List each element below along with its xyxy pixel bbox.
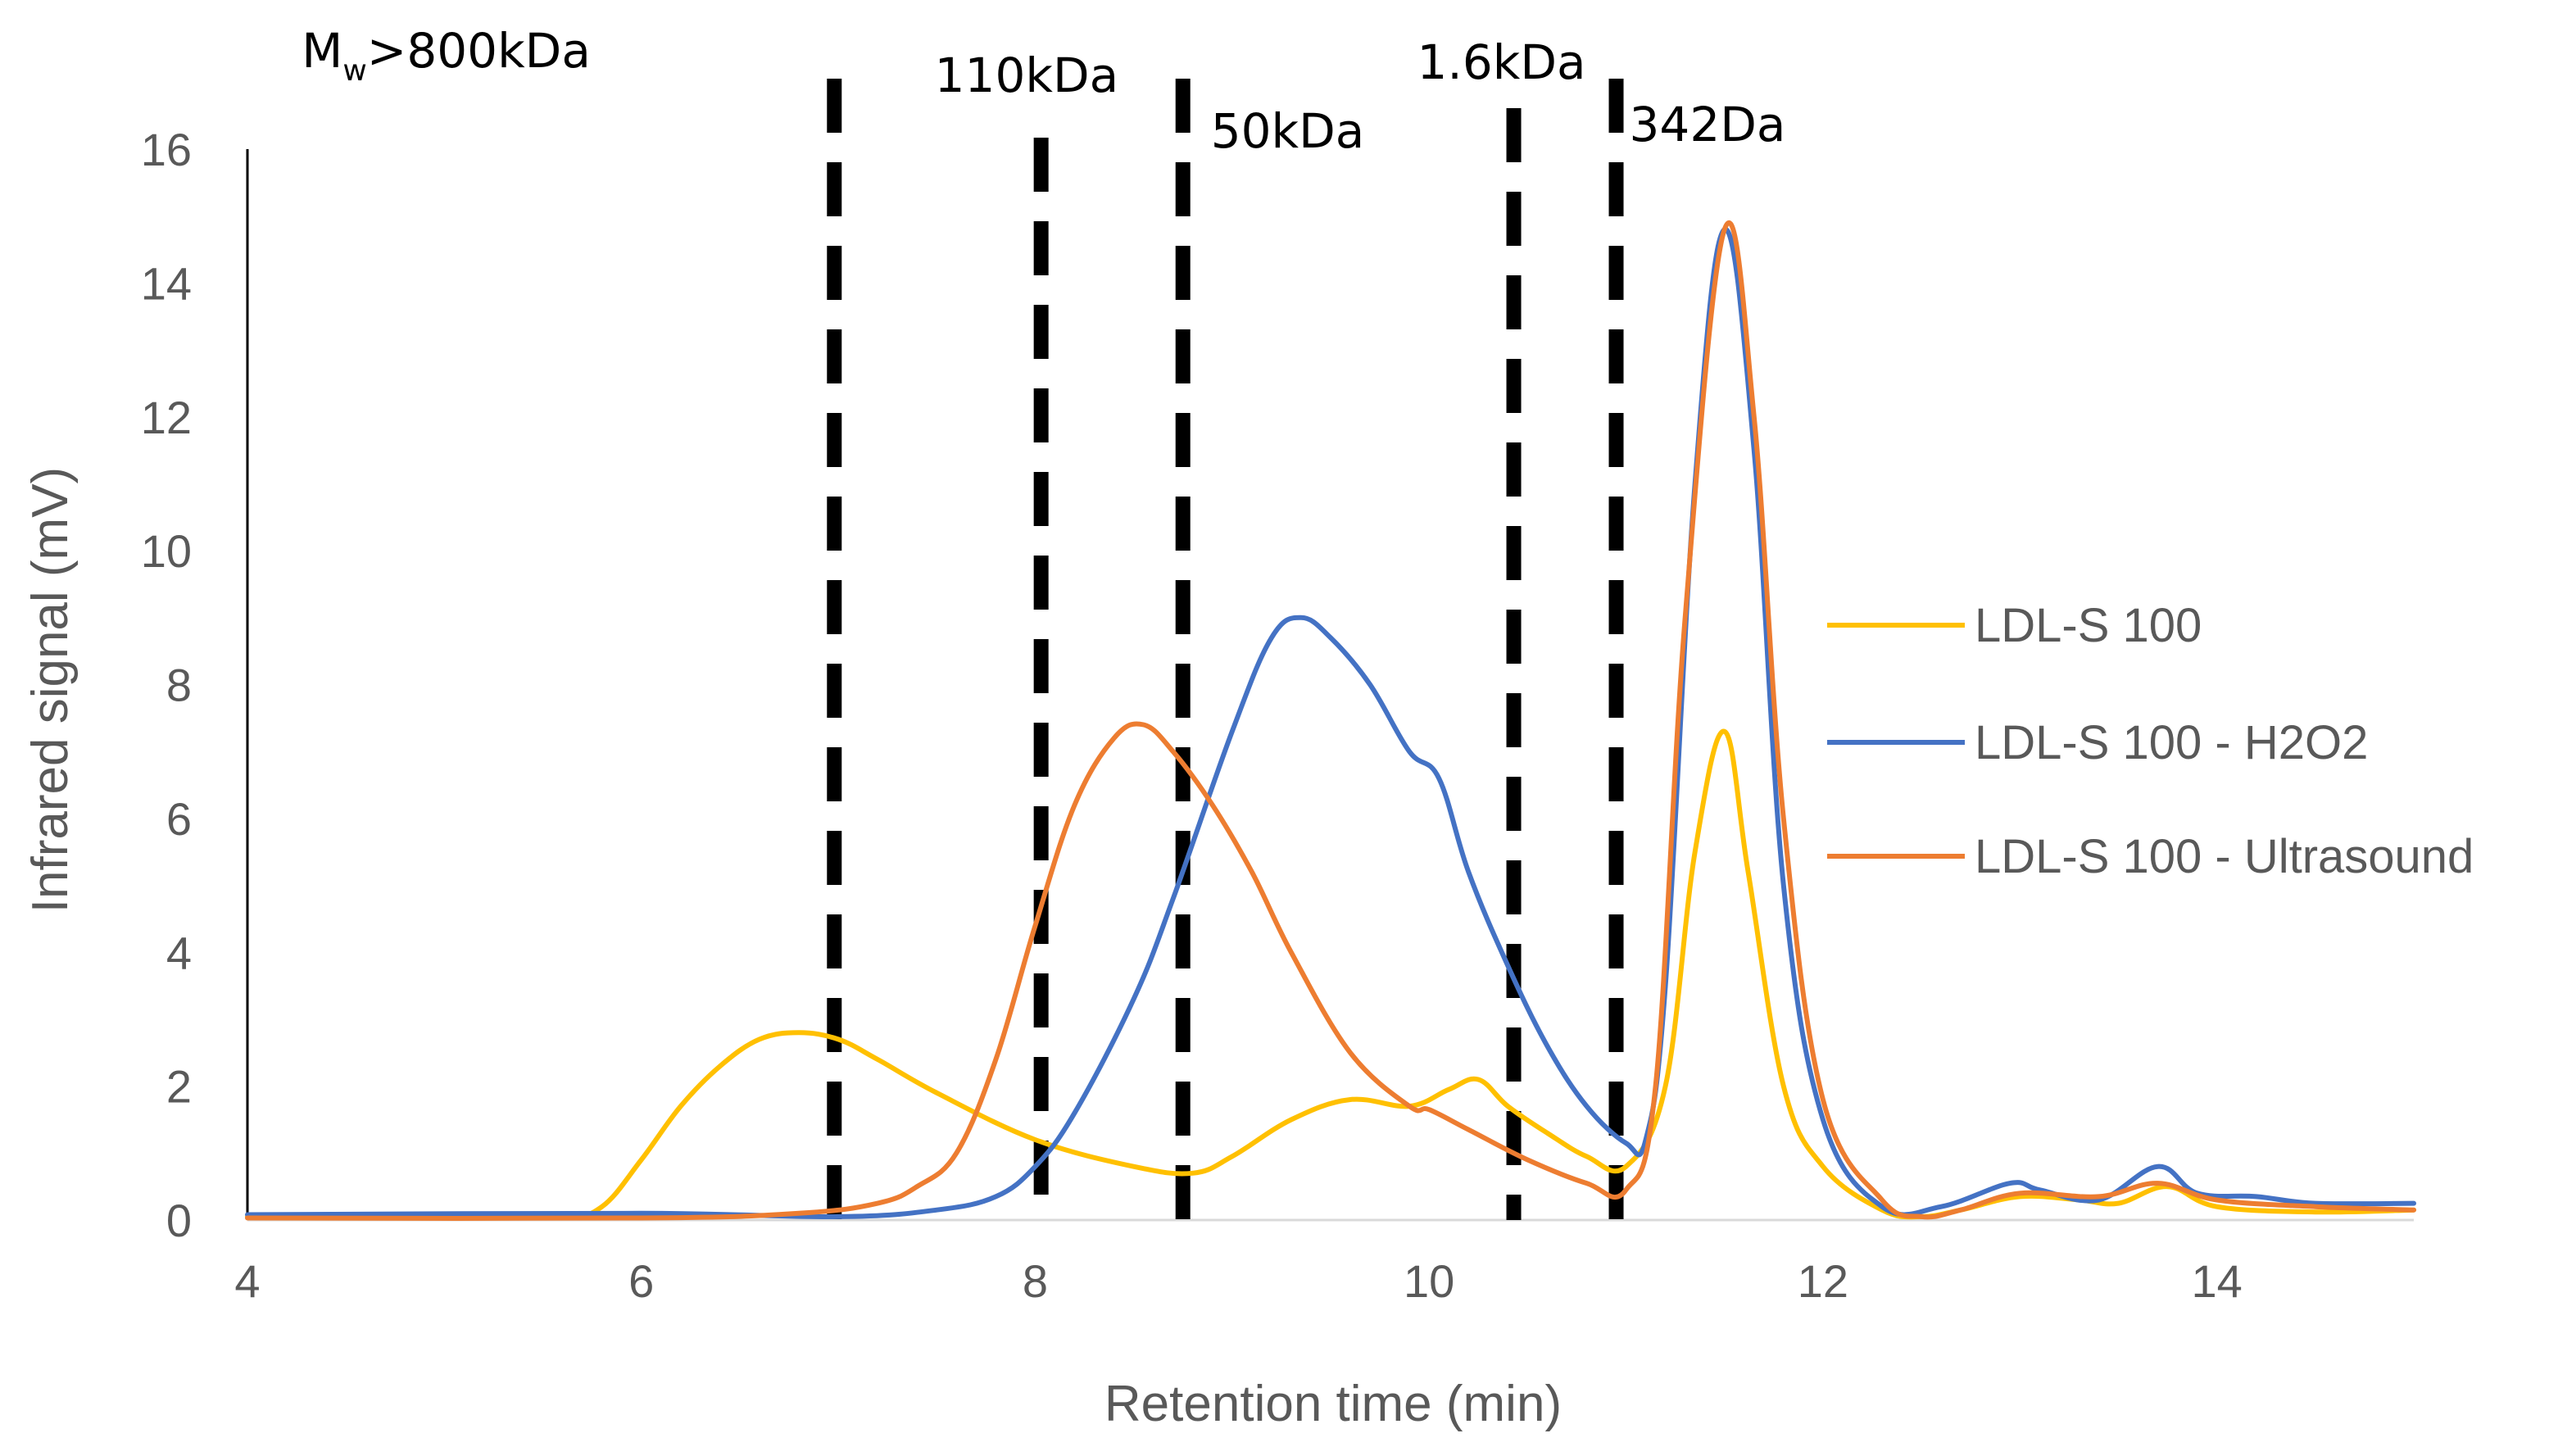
axes bbox=[246, 149, 2414, 1222]
x-tick-label: 12 bbox=[1798, 1255, 1848, 1307]
x-axis-label: Retention time (min) bbox=[1104, 1376, 1562, 1432]
y-tick-label: 0 bbox=[166, 1195, 192, 1246]
series-line-2 bbox=[245, 226, 2416, 1219]
x-tick-label: 4 bbox=[234, 1255, 260, 1307]
y-tick-label: 2 bbox=[166, 1061, 192, 1113]
x-tick-labels: 4 6 8 10 12 14 bbox=[234, 1255, 2242, 1307]
legend-label: LDL-S 100 - Ultrasound bbox=[1975, 830, 2474, 883]
x-tick-label: 6 bbox=[628, 1255, 654, 1307]
y-tick-label: 14 bbox=[141, 257, 192, 309]
series-lines bbox=[245, 220, 2416, 1221]
legend: LDL-S 100 LDL-S 100 - H2O2 LDL-S 100 - Ult… bbox=[1827, 599, 2474, 883]
legend-label: LDL-S 100 - H2O2 bbox=[1975, 716, 2368, 769]
legend-label: LDL-S 100 bbox=[1975, 599, 2202, 652]
y-tick-label: 6 bbox=[166, 793, 192, 845]
x-tick-label: 8 bbox=[1023, 1255, 1048, 1307]
y-axis-label: Infrared signal (mV) bbox=[22, 467, 79, 913]
molecular-weight-markers: Mw>800kDa 110kDa 50kDa 1.6kDa 342Da bbox=[302, 23, 1785, 1220]
x-tick-label: 14 bbox=[2191, 1255, 2242, 1307]
marker-label: Mw>800kDa bbox=[302, 23, 591, 88]
marker-label: 110kDa bbox=[935, 48, 1119, 103]
y-tick-label: 16 bbox=[141, 124, 192, 175]
y-tick-label: 12 bbox=[141, 392, 192, 443]
y-tick-labels: 0 2 4 6 8 10 12 14 16 bbox=[141, 124, 192, 1246]
marker-label: 342Da bbox=[1630, 97, 1786, 152]
y-tick-label: 8 bbox=[166, 660, 192, 711]
series-line-1 bbox=[245, 728, 2416, 1220]
marker-label: 50kDa bbox=[1211, 103, 1365, 159]
series-line-3 bbox=[245, 220, 2416, 1221]
y-tick-label: 10 bbox=[141, 525, 192, 577]
marker-label: 1.6kDa bbox=[1417, 34, 1586, 90]
x-tick-label: 10 bbox=[1404, 1255, 1454, 1307]
y-tick-label: 4 bbox=[166, 927, 192, 978]
